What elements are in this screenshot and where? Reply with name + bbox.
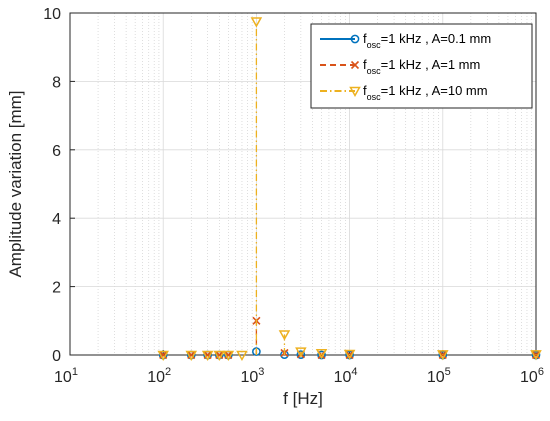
legend-label-subscript: osc xyxy=(367,66,382,76)
data-point-circle xyxy=(252,347,261,356)
data-point-triangle xyxy=(157,350,169,362)
cross-stroke xyxy=(215,350,224,360)
data-point-cross xyxy=(215,350,224,360)
legend-entry-1: fosc=1 kHz , A=0.1 mm xyxy=(320,31,491,50)
data-point-circle xyxy=(296,350,306,360)
data-point-triangle xyxy=(236,350,248,362)
cross-stroke xyxy=(159,350,168,360)
data-point-triangle xyxy=(530,350,542,361)
y-tick-label: 8 xyxy=(52,74,61,91)
cross-stroke xyxy=(224,350,233,360)
legend-label-subscript: osc xyxy=(367,92,382,102)
data-point-cross xyxy=(224,350,233,360)
grid-lines xyxy=(69,12,537,356)
series-3 xyxy=(157,17,542,362)
x-tick-exponent: 6 xyxy=(538,366,544,378)
data-point-triangle xyxy=(295,347,307,358)
cross-stroke xyxy=(203,350,212,360)
data-point-cross xyxy=(350,60,360,70)
series-layer xyxy=(157,17,542,362)
legend-label-subscript: osc xyxy=(367,40,382,50)
data-point-circle xyxy=(350,34,360,44)
y-tick-label: 6 xyxy=(52,143,61,160)
cross-stroke xyxy=(187,350,196,360)
y-tick-label: 2 xyxy=(52,280,61,297)
data-point-triangle xyxy=(185,350,198,362)
data-point-cross xyxy=(159,350,168,360)
x-tick-exponent: 5 xyxy=(445,366,451,378)
legend-label: fosc=1 kHz , A=0.1 mm xyxy=(363,31,491,50)
data-point-cross xyxy=(203,350,212,360)
legend-label-symbol: f xyxy=(363,57,367,72)
legend-label-symbol: f xyxy=(363,83,367,98)
legend-entry-2: fosc=1 kHz , A=1 mm xyxy=(320,57,480,76)
legend-label-symbol: f xyxy=(363,31,367,46)
legend-label: fosc=1 kHz , A=10 mm xyxy=(363,83,488,102)
data-point-triangle xyxy=(201,350,214,362)
data-point-triangle xyxy=(315,349,328,360)
x-tick-exponent: 1 xyxy=(72,366,78,378)
data-point-triangle xyxy=(437,350,449,361)
data-point-triangle xyxy=(250,17,263,28)
cross-stroke xyxy=(350,60,360,70)
x-tick-exponent: 2 xyxy=(165,366,171,378)
data-point-triangle xyxy=(343,349,356,361)
data-point-cross xyxy=(187,350,196,360)
legend-label-text: =1 kHz , A=1 mm xyxy=(381,57,481,72)
x-tick-exponent: 3 xyxy=(258,366,264,378)
y-axis-label: Amplitude variation [mm] xyxy=(6,90,25,277)
y-tick-label: 0 xyxy=(52,348,61,365)
plot-frame xyxy=(69,12,537,356)
data-point-triangle xyxy=(349,86,361,98)
legend-label: fosc=1 kHz , A=1 mm xyxy=(363,57,480,76)
y-tick-label: 4 xyxy=(52,211,61,228)
data-point-triangle xyxy=(213,350,226,362)
x-tick-exponent: 4 xyxy=(351,366,357,378)
data-point-triangle xyxy=(222,350,235,362)
x-axis-label: f [Hz] xyxy=(283,389,323,408)
legend-entry-3: fosc=1 kHz , A=10 mm xyxy=(320,83,488,102)
legend-label-text: =1 kHz , A=0.1 mm xyxy=(381,31,492,46)
data-point-triangle xyxy=(278,330,291,341)
legend-label-text: =1 kHz , A=10 mm xyxy=(381,83,488,98)
y-tick-label: 10 xyxy=(43,6,61,23)
